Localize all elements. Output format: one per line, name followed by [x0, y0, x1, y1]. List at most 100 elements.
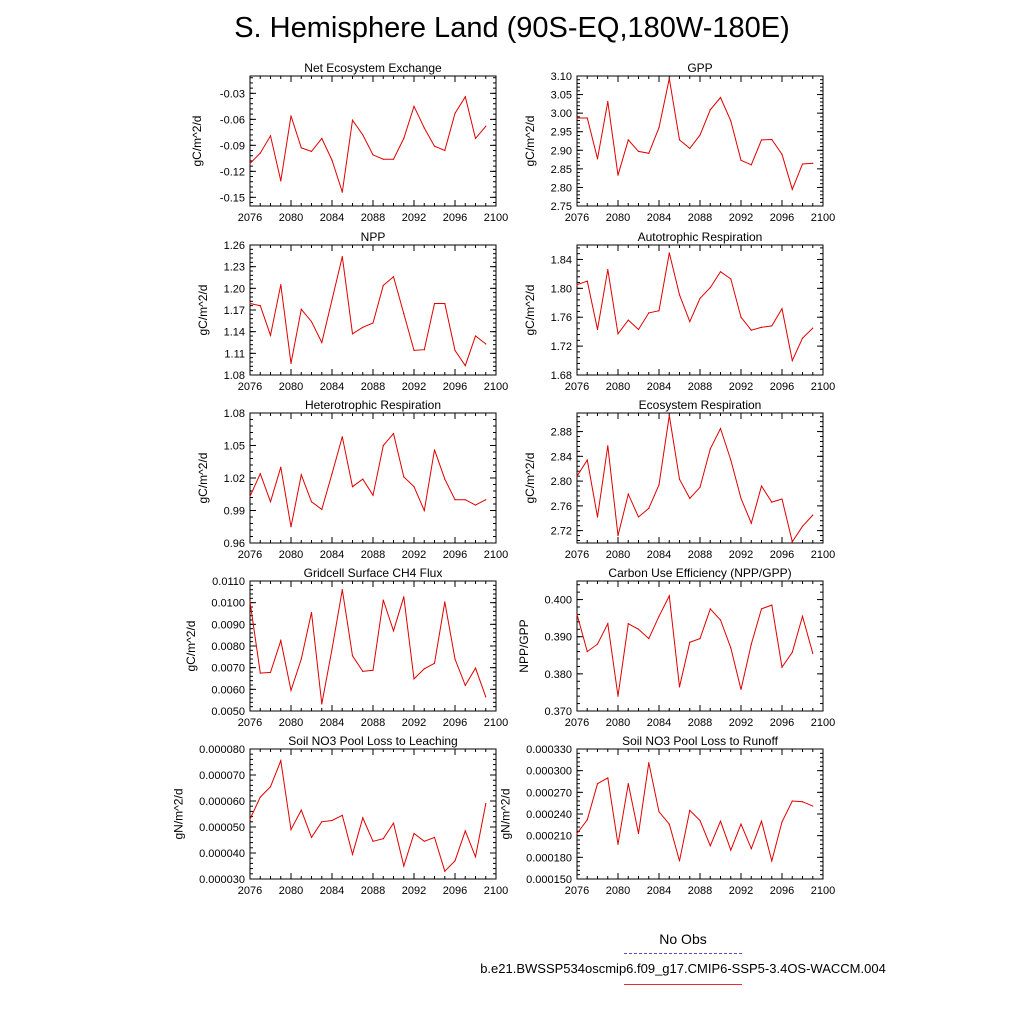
data-point: [689, 641, 691, 643]
series-line: [577, 78, 813, 191]
x-tick-label: 2088: [361, 549, 385, 561]
data-point: [760, 326, 763, 328]
data-point: [791, 800, 793, 802]
data-point: [658, 811, 660, 813]
data-point: [781, 666, 783, 668]
data-point: [310, 320, 313, 323]
y-tick-label: 0.000150: [526, 874, 572, 886]
data-point: [433, 836, 436, 839]
data-point: [607, 623, 609, 625]
data-point: [485, 696, 487, 698]
data-point: [576, 117, 578, 119]
data-point: [392, 276, 395, 278]
data-point: [637, 150, 640, 152]
data-point: [280, 466, 282, 468]
data-point: [658, 127, 660, 129]
data-point: [617, 333, 619, 335]
data-point: [791, 651, 793, 653]
data-point: [637, 516, 640, 518]
data-point: [607, 777, 609, 779]
data-point: [730, 120, 732, 122]
y-tick-label: 1.80: [551, 283, 572, 295]
data-point: [678, 478, 681, 480]
y-tick-label: 0.0060: [211, 684, 245, 696]
data-point: [249, 818, 251, 820]
plot-frame: [249, 412, 497, 544]
data-point: [699, 134, 701, 136]
data-point: [413, 832, 415, 835]
data-point: [423, 668, 425, 670]
x-tick-label: 2100: [484, 717, 508, 729]
data-point: [280, 180, 282, 182]
x-tick-label: 2092: [402, 717, 426, 729]
data-point: [485, 499, 487, 501]
data-point: [812, 514, 814, 516]
data-point: [678, 294, 681, 296]
data-point: [249, 162, 251, 165]
data-point: [699, 486, 701, 488]
y-tick-label: 2.90: [551, 145, 572, 157]
x-tick-label: 2096: [770, 717, 794, 729]
data-point: [699, 297, 701, 300]
plot-frame: [249, 244, 497, 376]
chart-title: Net Ecosystem Exchange: [304, 61, 442, 75]
chart-panel-7: Gridcell Surface CH4 Flux 2076 2080 2084 208…: [184, 566, 508, 729]
y-tick-label: 3.00: [551, 108, 572, 120]
data-point: [607, 101, 609, 103]
data-point: [801, 525, 804, 527]
y-tick-label: -0.15: [220, 192, 245, 204]
data-point: [801, 615, 804, 617]
x-tick-label: 2080: [606, 885, 630, 897]
data-point: [586, 280, 588, 282]
data-point: [433, 449, 436, 451]
y-axis-label: gN/m^2/d: [171, 789, 185, 840]
y-tick-label: 2.85: [551, 164, 572, 176]
x-tick-label: 2076: [565, 381, 589, 393]
y-tick-label: 2.80: [551, 476, 572, 488]
y-axis-label: gC/m^2/d: [523, 453, 537, 504]
data-point: [781, 821, 783, 823]
y-tick-label: 1.76: [551, 312, 572, 324]
y-tick-label: 0.000050: [199, 822, 245, 834]
chart-title: GPP: [687, 61, 712, 75]
data-point: [485, 125, 487, 127]
series-line: [249, 432, 487, 527]
x-tick-label: 2084: [647, 549, 671, 561]
y-tick-label: 0.390: [544, 632, 572, 644]
y-tick-label: 0.0050: [211, 706, 245, 718]
y-tick-label: 0.0070: [211, 663, 245, 675]
data-point: [331, 473, 333, 475]
data-point: [331, 819, 333, 822]
data-point: [699, 819, 701, 822]
data-point: [474, 335, 477, 337]
data-point: [730, 849, 732, 851]
data-point: [392, 158, 395, 160]
data-point: [709, 448, 711, 450]
data-point: [719, 619, 722, 621]
data-point: [259, 672, 261, 674]
data-point: [392, 432, 395, 435]
y-tick-label: 0.0110: [212, 576, 245, 588]
data-point: [454, 499, 456, 501]
plot-frame: [576, 580, 824, 712]
chart-panel-5: Heterotrophic Respiration 2076 2080 2084 208…: [196, 398, 508, 561]
data-point: [362, 326, 364, 328]
y-tick-label: 0.000080: [199, 744, 245, 756]
data-point: [709, 608, 711, 610]
legend-case-label: b.e21.BWSSP534oscmip6.f09_g17.CMIP6-SSP5…: [480, 961, 886, 976]
data-point: [586, 650, 588, 653]
y-tick-label: 1.02: [224, 473, 245, 485]
data-point: [678, 139, 681, 141]
y-axis-label: gC/m^2/d: [196, 285, 210, 336]
x-tick-label: 2096: [443, 381, 467, 393]
x-tick-label: 2076: [238, 717, 262, 729]
data-point: [454, 658, 456, 660]
data-point: [321, 341, 323, 344]
data-point: [269, 501, 272, 503]
x-tick-label: 2084: [320, 717, 344, 729]
data-point: [586, 819, 588, 821]
chart-panel-3: NPP 2076 2080 2084 2088 2092 2096 2100 1.26 1.23 1…: [196, 230, 508, 393]
data-point: [812, 805, 814, 807]
data-point: [444, 478, 446, 480]
y-tick-label: 2.75: [551, 201, 572, 213]
